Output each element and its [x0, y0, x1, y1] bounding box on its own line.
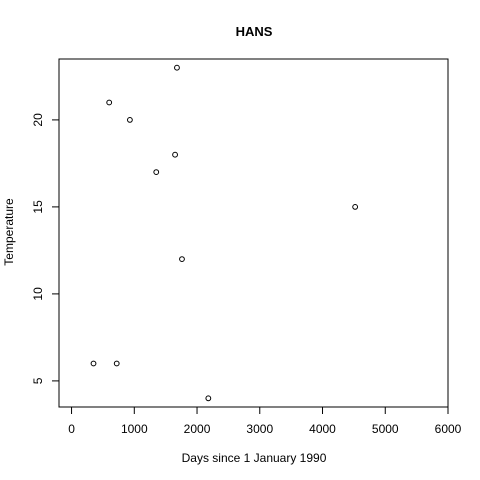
data-points: [90, 64, 359, 402]
data-point: [179, 256, 185, 263]
data-point: [205, 395, 212, 402]
data-point: [153, 169, 160, 176]
plot-frame: [58, 58, 449, 408]
x-tick-label: 6000: [435, 422, 462, 436]
x-tick-label: 0: [68, 422, 75, 436]
x-axis-label: Days since 1 January 1990: [182, 451, 327, 465]
x-tick-label: 1000: [121, 422, 148, 436]
x-axis: 0 1000 2000 3000 4000 5000 6000: [68, 406, 462, 436]
y-axis-label: Temperature: [2, 198, 16, 266]
y-tick-label: 15: [31, 200, 45, 214]
data-point: [352, 204, 359, 210]
chart-title: HANS: [236, 24, 273, 39]
data-point: [126, 117, 133, 123]
x-tick-label: 4000: [309, 422, 336, 436]
data-point: [113, 360, 120, 367]
y-tick-label: 10: [31, 287, 45, 301]
x-tick-label: 2000: [184, 422, 211, 436]
x-tick-label: 5000: [372, 422, 399, 436]
x-tick-label: 3000: [246, 422, 273, 436]
data-point: [90, 360, 97, 367]
data-point: [172, 151, 178, 158]
data-point: [174, 64, 180, 71]
y-tick-label: 20: [31, 113, 45, 127]
data-point: [106, 99, 113, 106]
y-axis: 5 10 15 20: [31, 113, 60, 384]
y-tick-label: 5: [31, 377, 45, 384]
